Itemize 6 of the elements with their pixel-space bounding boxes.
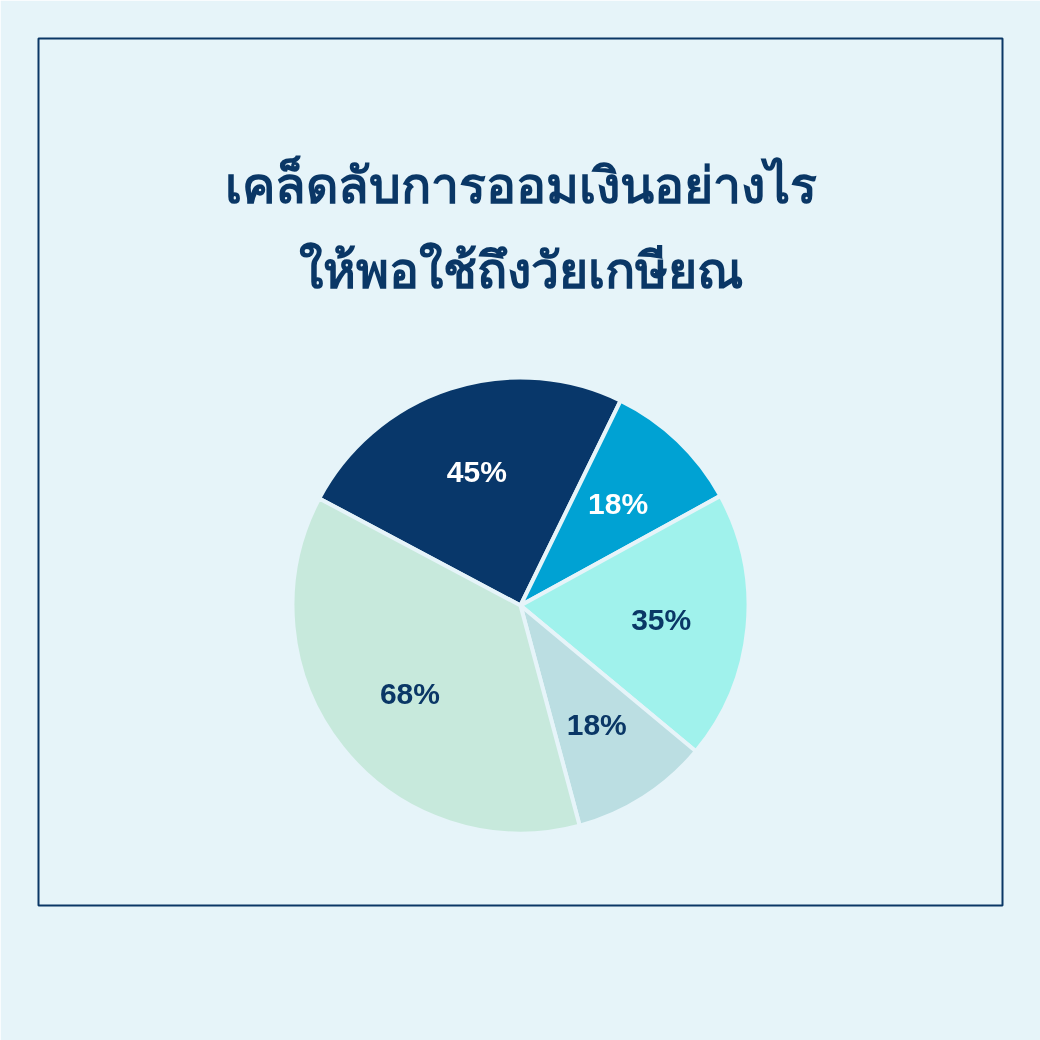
data-label: 45%	[446, 454, 507, 488]
data-label: 68%	[379, 677, 440, 711]
data-label: 35%	[631, 602, 692, 636]
chart-title: เคล็ดลับการออมเงินอย่างไร ให้พอใช้ถึงวัยเกษียณ	[224, 154, 817, 300]
data-label: 18%	[566, 708, 627, 742]
data-label: 18%	[588, 486, 649, 520]
